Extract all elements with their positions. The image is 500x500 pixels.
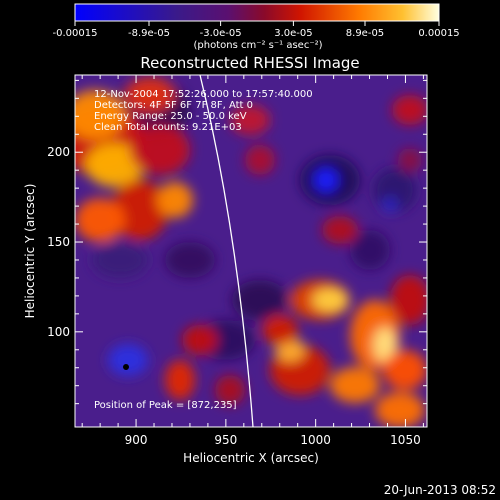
plot-frame xyxy=(74,74,428,428)
intensity-blob xyxy=(75,198,125,242)
annotation-time: 12-Nov-2004 17:52:26.000 to 17:57:40.000 xyxy=(94,89,313,100)
intensity-blob xyxy=(330,367,380,403)
y-tick-label: 200 xyxy=(47,145,70,159)
intensity-blob xyxy=(112,180,168,240)
intensity-blob xyxy=(215,375,245,405)
annotation-peak: Position of Peak = [872,235] xyxy=(94,400,237,411)
intensity-blob xyxy=(108,344,148,376)
x-axis: 900 950 1000 1050 xyxy=(81,75,424,447)
colorbar-tick-label: -3.0e-05 xyxy=(200,28,242,39)
intensity-blob xyxy=(350,230,390,270)
intensity-blob xyxy=(92,242,148,278)
heatmap-image xyxy=(75,75,427,427)
intensity-blob xyxy=(165,360,195,400)
colorbar-ticks xyxy=(74,21,440,26)
colorbar xyxy=(74,3,440,22)
colorbar-tick-label: -0.00015 xyxy=(53,28,98,39)
chart-title: Reconstructed RHESSI Image xyxy=(140,54,359,72)
colorbar-tick-label: 0.00015 xyxy=(418,28,459,39)
colorbar-units: (photons cm⁻² s⁻¹ asec⁻²) xyxy=(193,40,322,51)
intensity-blob xyxy=(75,90,125,140)
intensity-blob xyxy=(373,327,397,363)
y-tick-label: 100 xyxy=(47,325,70,339)
intensity-blob xyxy=(157,182,193,218)
intensity-blob xyxy=(232,280,288,320)
x-tick-label: 1000 xyxy=(300,433,331,447)
intensity-blob xyxy=(382,197,398,213)
intensity-blob xyxy=(125,77,175,113)
intensity-blob xyxy=(182,325,218,355)
annotation-energy: Energy Range: 25.0 - 50.0 keV xyxy=(94,111,247,122)
colorbar-tick-label: 8.9e-05 xyxy=(346,28,384,39)
footer-date: 20-Jun-2013 08:52 xyxy=(384,483,496,497)
x-tick-label: 900 xyxy=(125,433,148,447)
colorbar-tick-label: -8.9e-05 xyxy=(128,28,170,39)
annotation-method: Clean Total counts: 9.21E+03 xyxy=(94,122,242,133)
intensity-blob xyxy=(375,392,425,427)
colorbar-tick-label: 3.0e-05 xyxy=(274,28,312,39)
peak-marker xyxy=(123,364,129,370)
x-axis-label: Heliocentric X (arcsec) xyxy=(183,451,319,465)
intensity-blob xyxy=(383,350,427,390)
y-axis-label: Heliocentric Y (arcsec) xyxy=(23,184,37,319)
annotation-detectors: Detectors: 4F 5F 6F 7F 8F, Att 0 xyxy=(94,100,253,111)
intensity-blob xyxy=(230,105,270,135)
intensity-blob xyxy=(392,95,427,125)
y-axis: 100 150 200 xyxy=(47,79,427,405)
y-tick-label: 150 xyxy=(47,235,70,249)
intensity-blob xyxy=(262,315,298,345)
intensity-blob xyxy=(390,275,427,325)
solar-limb-line xyxy=(199,75,254,427)
intensity-blob xyxy=(245,145,275,175)
intensity-blob xyxy=(312,288,348,312)
x-tick-label: 1050 xyxy=(390,433,421,447)
intensity-blob xyxy=(165,242,215,278)
intensity-blob xyxy=(398,148,422,172)
x-tick-label: 950 xyxy=(214,433,237,447)
intensity-blob xyxy=(322,216,358,244)
intensity-blob xyxy=(314,168,338,192)
intensity-blob xyxy=(85,143,145,187)
intensity-blob xyxy=(130,125,190,175)
